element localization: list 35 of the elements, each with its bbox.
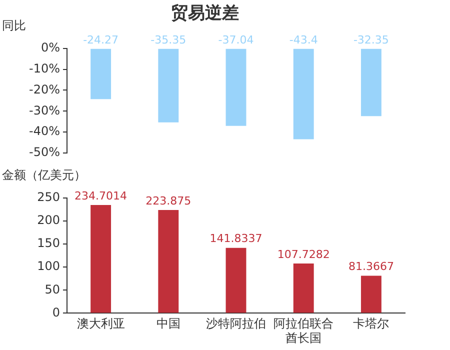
chart-title: 贸易逆差 bbox=[171, 4, 239, 24]
data-label: 223.875 bbox=[146, 194, 192, 208]
data-label: 81.3667 bbox=[348, 260, 394, 274]
y-tick-label: 50 bbox=[44, 282, 60, 296]
y-axis-title: 金额（亿美元） bbox=[2, 168, 86, 182]
bar bbox=[90, 205, 112, 313]
x-tick-label: 阿拉伯联合酋长国 bbox=[274, 316, 334, 345]
x-tick-label: 中国 bbox=[156, 316, 180, 331]
y-tick-label: -30% bbox=[28, 103, 60, 118]
data-label: -32.35 bbox=[353, 33, 389, 46]
y-tick-label: -40% bbox=[28, 124, 60, 138]
bar bbox=[226, 248, 246, 313]
data-label: -24.27 bbox=[83, 33, 119, 46]
x-tick-label: 卡塔尔 bbox=[353, 316, 390, 331]
y-tick-label: -10% bbox=[28, 61, 60, 76]
bar bbox=[158, 210, 179, 313]
x-tick-label: 沙特阿拉伯 bbox=[206, 316, 266, 331]
y-tick-label: 250 bbox=[37, 190, 60, 204]
y-tick-label: 0% bbox=[40, 40, 60, 55]
y-tick-label: 0 bbox=[52, 305, 60, 320]
data-label: 107.7282 bbox=[277, 248, 330, 261]
data-label: -35.35 bbox=[150, 33, 186, 46]
x-tick-label: 澳大利亚 bbox=[76, 316, 125, 331]
y-tick-label: 200 bbox=[37, 213, 60, 228]
y-axis-title: 同比 bbox=[2, 18, 26, 33]
data-label: -37.04 bbox=[218, 33, 254, 46]
data-label: -43.4 bbox=[289, 33, 318, 46]
y-tick-label: -50% bbox=[28, 145, 60, 160]
y-tick-label: -20% bbox=[28, 82, 60, 96]
bar bbox=[293, 264, 314, 313]
data-label: 234.7014 bbox=[74, 189, 128, 202]
y-tick-label: 100 bbox=[37, 259, 60, 274]
y-tick-label: 150 bbox=[37, 236, 60, 250]
data-label: 141.8337 bbox=[210, 232, 262, 246]
bar bbox=[360, 276, 382, 313]
